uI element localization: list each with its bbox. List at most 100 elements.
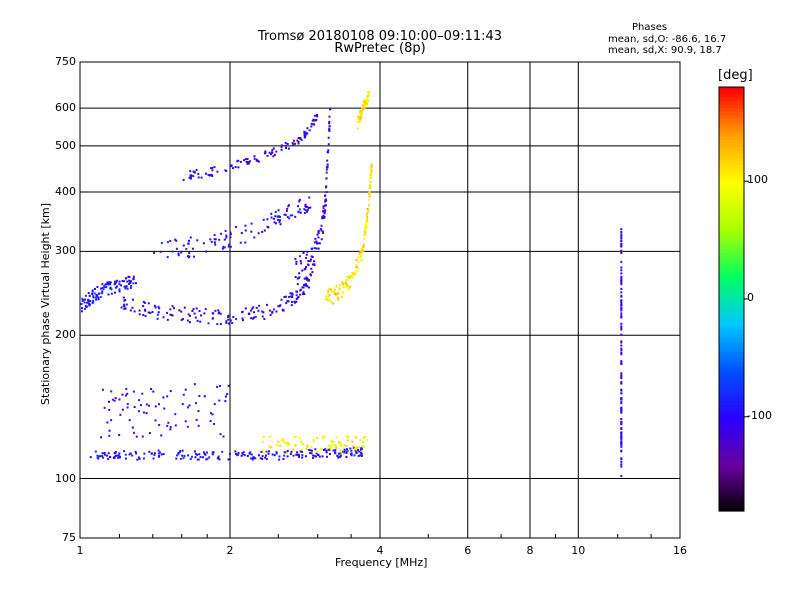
data-point <box>174 413 177 416</box>
data-point <box>314 119 317 122</box>
y-tick-label: 600 <box>55 101 76 115</box>
data-point <box>99 455 102 458</box>
data-point <box>291 214 294 217</box>
data-point <box>232 316 235 319</box>
data-point <box>98 292 101 295</box>
data-point <box>340 451 343 454</box>
data-point <box>242 451 245 454</box>
data-point <box>147 302 150 305</box>
data-point <box>330 290 333 293</box>
data-point <box>360 259 363 262</box>
data-point <box>286 207 289 210</box>
data-point <box>336 296 339 299</box>
data-point <box>196 453 199 456</box>
data-point <box>197 410 200 413</box>
data-point <box>322 205 325 208</box>
data-point <box>327 444 330 447</box>
data-point <box>315 455 318 458</box>
data-point <box>286 300 289 303</box>
data-point <box>115 285 118 288</box>
x-axis-label: Frequency [MHz] <box>335 556 428 569</box>
colorbar-segment <box>719 249 744 254</box>
colorbar-tick-label: -100 <box>747 408 772 422</box>
data-point <box>342 292 345 295</box>
data-point <box>108 281 111 284</box>
data-point <box>360 115 363 118</box>
data-point <box>144 309 147 312</box>
data-point <box>190 455 193 458</box>
data-points <box>80 90 623 478</box>
data-point <box>255 159 258 162</box>
data-point <box>263 318 266 321</box>
data-point <box>362 106 365 109</box>
data-point <box>157 305 160 308</box>
data-point <box>224 229 227 232</box>
data-point <box>319 448 322 451</box>
data-point <box>298 437 301 440</box>
data-point <box>250 230 253 233</box>
data-point <box>325 177 328 180</box>
data-point <box>325 168 328 171</box>
data-point <box>231 321 234 324</box>
data-point <box>205 250 208 253</box>
data-point <box>253 311 256 314</box>
data-point <box>620 302 623 305</box>
data-point <box>310 452 313 455</box>
data-point <box>174 238 177 241</box>
colorbar-segment <box>719 221 744 226</box>
data-point <box>268 445 271 448</box>
data-point <box>270 216 273 219</box>
data-point <box>297 140 300 143</box>
colorbar-segment <box>719 408 744 413</box>
data-point <box>356 448 359 451</box>
data-point <box>264 151 267 154</box>
data-point <box>268 151 271 154</box>
colorbar-segment <box>719 210 744 215</box>
data-point <box>87 302 90 305</box>
data-point <box>282 440 285 443</box>
data-point <box>310 247 313 250</box>
data-point <box>252 306 255 309</box>
colorbar-segment <box>719 228 744 233</box>
data-point <box>131 298 134 301</box>
data-point <box>151 310 154 313</box>
data-point <box>239 241 242 244</box>
data-point <box>174 424 177 427</box>
data-point <box>294 142 297 145</box>
data-point <box>273 454 276 457</box>
data-point <box>269 153 272 156</box>
data-point <box>347 436 350 439</box>
colorbar-segment <box>719 348 744 353</box>
data-point <box>299 260 302 263</box>
data-point <box>117 456 120 459</box>
data-point <box>103 286 106 289</box>
data-point <box>257 232 260 235</box>
data-point <box>326 163 329 166</box>
data-point <box>156 317 159 320</box>
data-point <box>207 173 210 176</box>
colorbar-segment <box>719 125 744 130</box>
colorbar-segment <box>719 313 744 318</box>
data-point <box>87 300 90 303</box>
data-point <box>263 229 266 232</box>
data-point <box>306 132 309 135</box>
colorbar-segment <box>719 150 744 155</box>
data-point <box>294 215 297 218</box>
data-point <box>125 277 128 280</box>
data-point <box>91 290 94 293</box>
data-point <box>189 170 192 173</box>
data-point <box>271 453 274 456</box>
data-point <box>620 420 623 423</box>
data-point <box>620 436 623 439</box>
data-point <box>364 226 367 229</box>
data-point <box>316 437 319 440</box>
data-point <box>153 453 156 456</box>
data-point <box>169 239 172 242</box>
data-point <box>328 127 331 130</box>
data-point <box>620 402 623 405</box>
data-point <box>287 300 290 303</box>
colorbar-segment <box>719 352 744 357</box>
data-point <box>300 138 303 141</box>
data-point <box>322 207 325 210</box>
data-point <box>303 277 306 280</box>
